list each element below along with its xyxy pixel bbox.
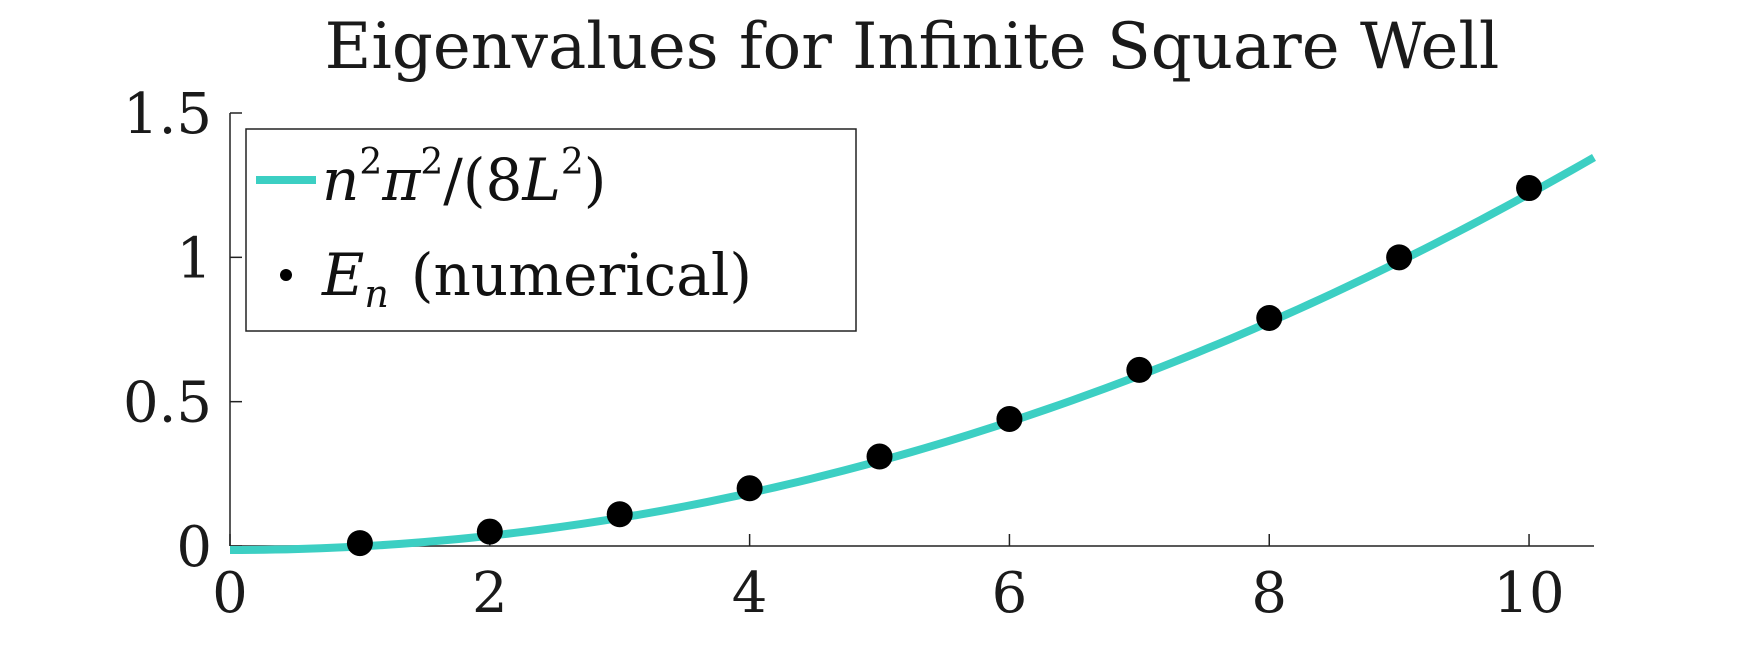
- legend-theory-n: n: [322, 146, 359, 214]
- axes: [229, 113, 1594, 547]
- x-tick-label: 4: [732, 561, 768, 626]
- data-point: [736, 475, 763, 502]
- y-tick-label: 0.5: [123, 371, 212, 436]
- legend-points-E: E: [321, 241, 364, 309]
- y-tick-label: 1: [176, 226, 212, 291]
- data-point: [476, 518, 503, 545]
- y-tick-label: 1.5: [123, 82, 212, 147]
- data-point: [866, 443, 893, 470]
- legend-theory-denom-open: /(8: [443, 146, 522, 214]
- x-tick-label: 2: [472, 561, 508, 626]
- x-tick-label: 10: [1493, 561, 1564, 626]
- numerical-points: [346, 175, 1543, 557]
- legend-theory-sup2: 2: [420, 142, 443, 183]
- x-tick-label: 8: [1251, 561, 1287, 626]
- data-point: [1386, 244, 1413, 271]
- data-point: [1256, 304, 1283, 331]
- chart-title: Eigenvalues for Infinite Square Well: [325, 10, 1500, 84]
- x-tick-label: 0: [212, 561, 248, 626]
- legend-theory-L: L: [521, 146, 561, 214]
- y-axis-ticks: 0 0.5 1 1.5: [123, 82, 242, 580]
- legend-theory-pi: π: [381, 146, 421, 214]
- legend-entry-numerical: En (numerical): [321, 241, 752, 316]
- data-point: [1126, 356, 1153, 383]
- data-point: [346, 530, 373, 557]
- legend-points-sub: n: [364, 272, 388, 316]
- legend-theory-sup3: 2: [561, 142, 584, 183]
- data-point: [606, 501, 633, 528]
- legend-theory-close: ): [584, 146, 607, 214]
- data-point: [996, 405, 1023, 432]
- legend: n2π2/(8L2) En (numerical): [245, 128, 857, 332]
- data-point: [1516, 175, 1543, 202]
- legend-theory-sup1: 2: [359, 142, 382, 183]
- theory-curve-line: [229, 153, 1596, 554]
- y-tick-label: 0: [176, 515, 212, 580]
- legend-entry-theory: n2π2/(8L2): [322, 142, 606, 214]
- legend-box: [245, 128, 857, 332]
- legend-point-swatch: [280, 269, 292, 281]
- x-tick-label: 6: [992, 561, 1028, 626]
- legend-points-suffix: (numerical): [411, 241, 752, 309]
- x-axis-ticks: 0 2 4 6 8 10: [212, 534, 1565, 626]
